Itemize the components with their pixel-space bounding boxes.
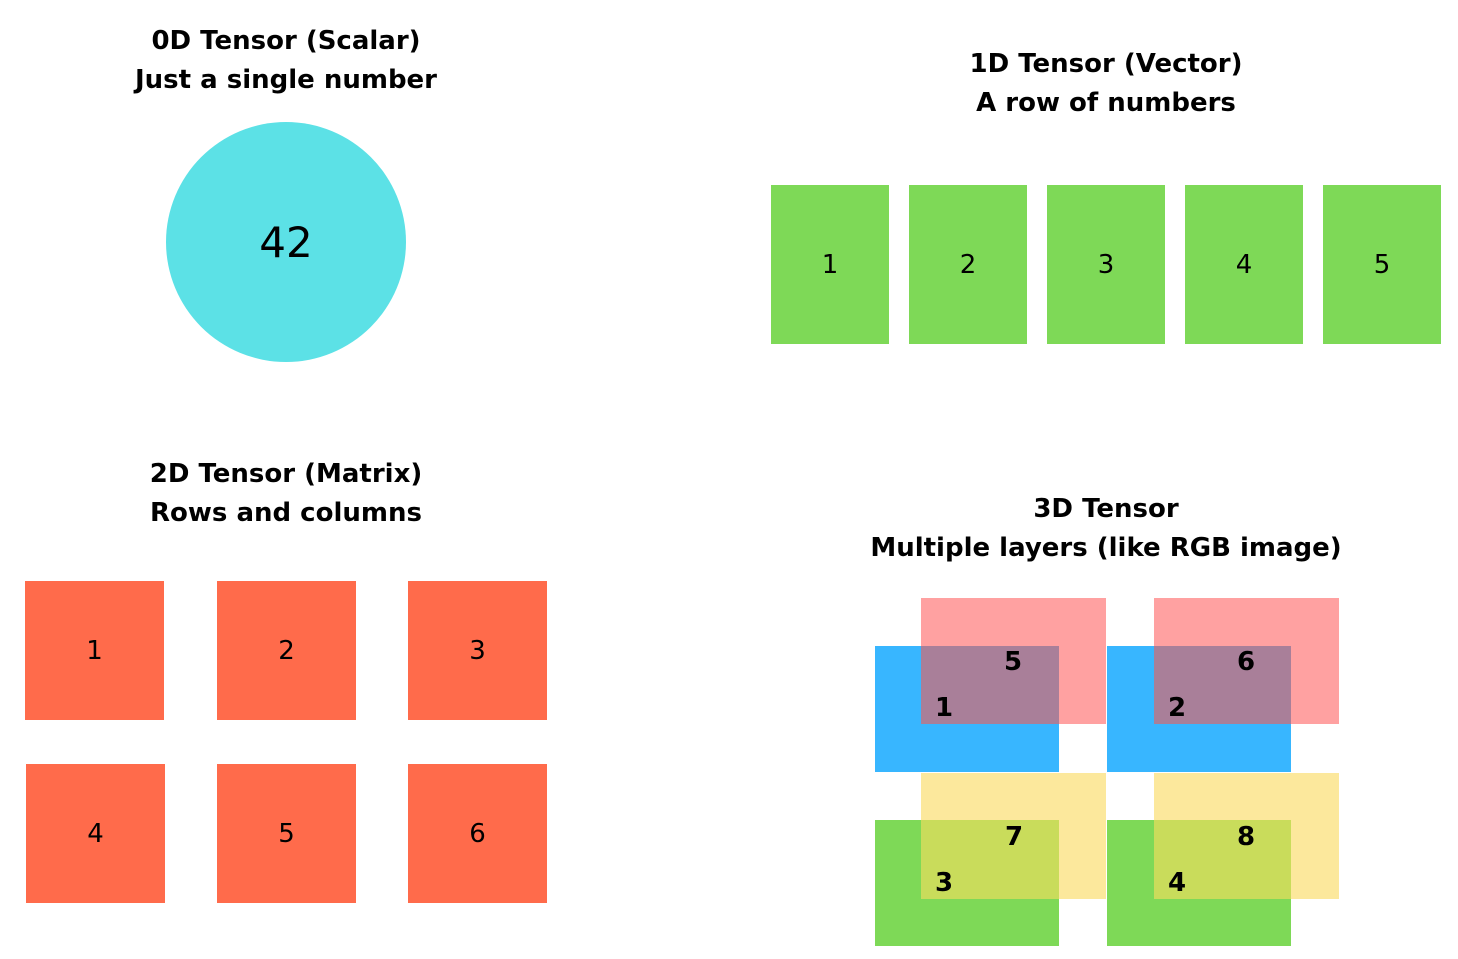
vector-cell-value: 3: [1097, 249, 1115, 280]
vector-cell-value: 4: [1235, 249, 1253, 280]
matrix-cell-value: 6: [469, 818, 486, 849]
front-layer-value: 4: [1168, 868, 1187, 898]
vector-cell: 5: [1323, 185, 1441, 344]
vector-cell-value: 1: [821, 249, 839, 280]
vector-cell: 1: [771, 185, 889, 344]
vector-title-block: 1D Tensor (Vector) A row of numbers: [906, 45, 1306, 123]
scalar-title: 0D Tensor (Scalar): [151, 26, 421, 56]
scalar-subtitle: Just a single number: [134, 65, 438, 95]
layer-overlap: [1154, 820, 1291, 899]
vector-cell: 4: [1185, 185, 1303, 344]
tensor3d-subtitle: Multiple layers (like RGB image): [870, 533, 1342, 563]
matrix-cell: 5: [217, 764, 356, 903]
scalar-circle: 42: [166, 122, 406, 362]
back-layer-value: 6: [1237, 647, 1256, 677]
vector-title: 1D Tensor (Vector): [969, 49, 1243, 79]
vector-subtitle: A row of numbers: [976, 88, 1236, 118]
matrix-cell: 1: [25, 581, 164, 720]
matrix-cell-value: 3: [469, 635, 486, 666]
back-layer-value: 8: [1237, 822, 1256, 852]
tensor3d-title-block: 3D Tensor Multiple layers (like RGB imag…: [856, 490, 1356, 568]
matrix-cell-value: 1: [86, 635, 103, 666]
matrix-title-block: 2D Tensor (Matrix) Rows and columns: [86, 455, 486, 533]
matrix-cell: 4: [26, 764, 165, 903]
front-layer-value: 2: [1168, 693, 1187, 723]
front-layer-value: 3: [935, 868, 954, 898]
layer-overlap: [921, 820, 1059, 899]
matrix-cell-value: 2: [278, 635, 295, 666]
scalar-title-block: 0D Tensor (Scalar) Just a single number: [86, 22, 486, 100]
matrix-cell-value: 4: [87, 818, 104, 849]
vector-cell: 2: [909, 185, 1027, 344]
matrix-cell: 3: [408, 581, 547, 720]
vector-cell: 3: [1047, 185, 1165, 344]
matrix-title: 2D Tensor (Matrix): [149, 459, 423, 489]
matrix-cell: 6: [408, 764, 547, 903]
matrix-subtitle: Rows and columns: [150, 498, 422, 528]
matrix-cell-value: 5: [278, 818, 295, 849]
front-layer-value: 1: [935, 693, 954, 723]
vector-cell-value: 2: [959, 249, 977, 280]
vector-cell-value: 5: [1373, 249, 1391, 280]
back-layer-value: 5: [1004, 647, 1023, 677]
layer-overlap: [921, 646, 1059, 724]
back-layer-value: 7: [1005, 822, 1024, 852]
matrix-cell: 2: [217, 581, 356, 720]
tensor3d-title: 3D Tensor: [1033, 494, 1179, 524]
scalar-value: 42: [259, 217, 313, 267]
layer-overlap: [1154, 646, 1291, 724]
